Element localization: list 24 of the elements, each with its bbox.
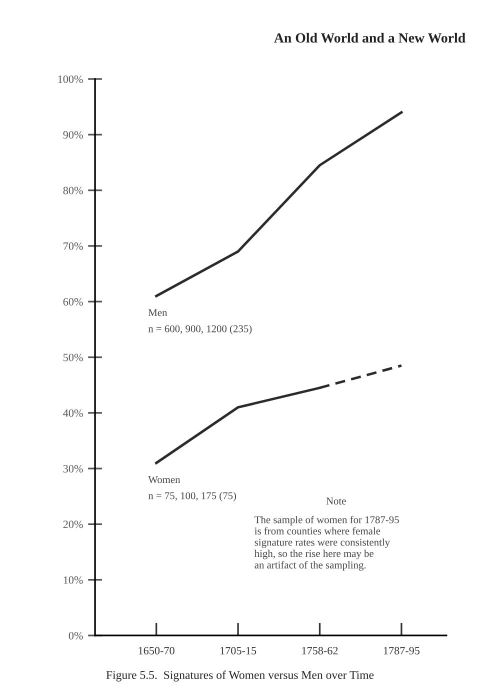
y-tick-label: 60% (63, 298, 83, 306)
y-tick-label: 100% (58, 75, 83, 84)
annotation: n = 600, 900, 1200 (235) (148, 324, 252, 334)
y-tick-label: 0% (68, 632, 83, 640)
series-label: Women (148, 476, 180, 484)
y-tick-label: 30% (63, 465, 83, 473)
annotation: n = 75, 100, 175 (75) (148, 492, 236, 502)
series-label: Men (148, 309, 168, 316)
x-tick-label: 1650-70 (138, 646, 174, 654)
x-tick-label: 1758-62 (302, 646, 338, 654)
x-tick-label: 1787-95 (384, 646, 420, 654)
y-tick-label: 50% (64, 354, 83, 362)
y-tick-label: 40% (63, 409, 83, 417)
annotation: The sample of women for 1787-95 is from counties where female signature rates were consistently high, so the rise here may be an artifact of the sampling. (254, 516, 399, 571)
line-series (155, 111, 403, 298)
text: Figure 5.5. Signatures of Women versus Men over Time (106, 670, 374, 682)
text: An Old World and a New World (274, 32, 466, 43)
x-tick-label: 1705-15 (220, 646, 256, 654)
y-tick-label: 80% (63, 186, 83, 194)
y-tick-label: 20% (63, 520, 83, 528)
y-tick-label: 70% (64, 242, 83, 250)
y-tick-label: 90% (63, 131, 83, 139)
annotation: Note (326, 498, 346, 505)
y-tick-label: 10% (64, 576, 83, 584)
